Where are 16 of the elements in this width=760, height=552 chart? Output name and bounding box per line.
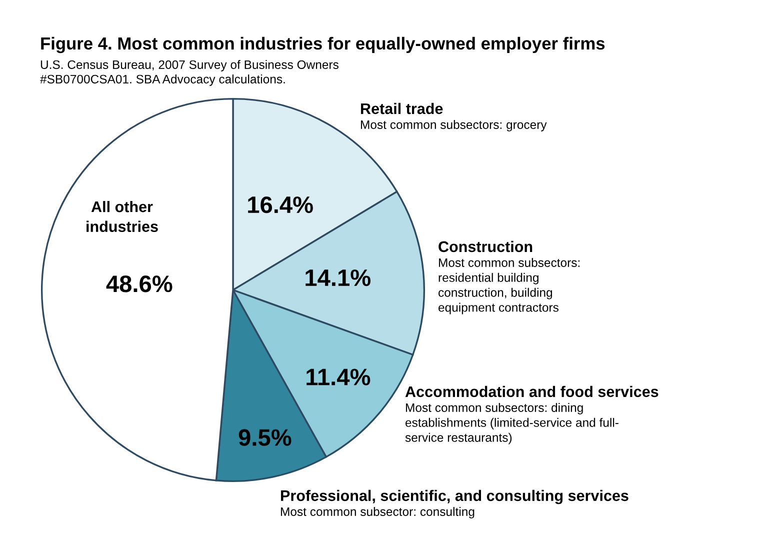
text: Most common subsector: consulting [281,507,474,518]
data-label: 16.4% [248,196,313,214]
data-label: 11.4% [306,368,370,386]
slice-label: Construction [438,240,532,252]
slice-label: Professional, scientific, and consulting services [281,490,628,504]
chart-title: Figure 4. Most common industries for equally-owned employer firms [41,36,605,54]
slice-label: Retail trade [361,102,443,114]
chart-subtitle: U.S. Census Bureau, 2007 Survey of Business Owners #SB0700CSA01. SBA Advocacy calculations. [40,60,338,86]
slice-label: All other industries [86,200,158,232]
data-label: 48.6% [106,276,172,292]
text: Most common subsectors: dining establishments (limited-service and full- service restaurants) [405,403,618,444]
slice-label: Accommodation and food services [405,386,658,398]
data-label: 14.1% [306,269,370,286]
text: Most common subsectors: grocery [361,120,547,132]
data-label: 9.5% [238,429,292,446]
text: Most common subsectors: residential building construction, building equipment contractors [438,258,580,314]
